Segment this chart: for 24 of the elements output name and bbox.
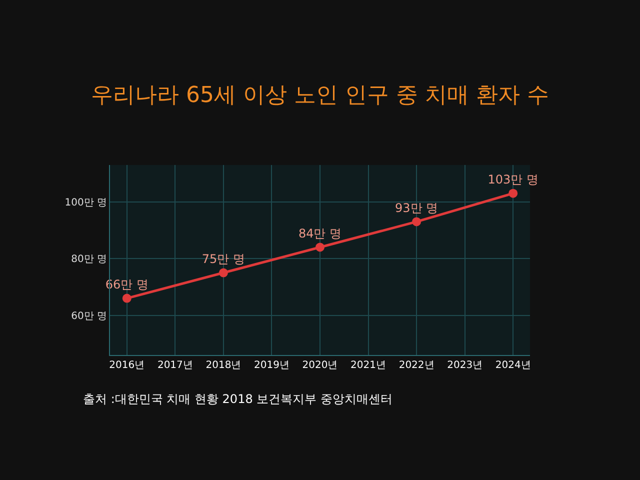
x-tick-label: 2023년 <box>447 360 483 371</box>
y-tick-label: 100만 명 <box>64 197 107 208</box>
x-tick-label: 2017년 <box>157 360 193 371</box>
data-label: 75만 명 <box>202 252 245 266</box>
data-label: 66만 명 <box>105 278 148 292</box>
x-tick-label: 2020년 <box>302 360 338 371</box>
x-tick-label: 2024년 <box>495 360 531 371</box>
source-note: 출처 :대한민국 치매 현황 2018 보건복지부 중앙치매센터 <box>83 392 392 406</box>
point <box>316 242 324 252</box>
point <box>218 268 228 278</box>
data-label: 84만 명 <box>298 226 342 241</box>
x-tick-label: 2021년 <box>350 360 386 371</box>
point <box>412 217 422 226</box>
y-tick-label: 80만 명 <box>71 254 107 266</box>
point <box>122 294 132 303</box>
data-label: 103만 명 <box>488 172 538 187</box>
point <box>508 188 518 198</box>
x-tick-label: 2019년 <box>254 360 290 371</box>
chart-title: 우리나라 65세 이상 노인 인구 중 치매 환자 수 <box>91 82 549 108</box>
data-label: 93만 명 <box>395 201 438 216</box>
x-tick-label: 2022년 <box>398 360 434 371</box>
x-tick-label: 2018년 <box>206 360 242 371</box>
x-tick-label: 2016년 <box>109 360 145 371</box>
y-tick-label: 60만 명 <box>71 310 107 322</box>
